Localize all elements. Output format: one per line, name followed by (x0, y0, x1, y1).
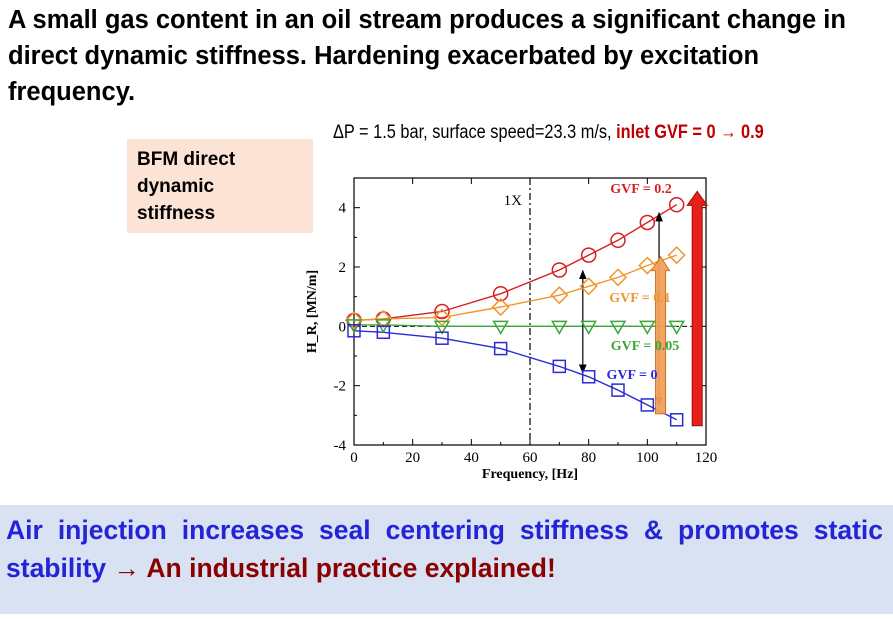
subtitle-highlight: inlet GVF = 0 → 0.9 (616, 122, 764, 143)
series-line (353, 330, 678, 421)
data-point (551, 320, 568, 335)
series-label: GVF = 0.05 (611, 339, 680, 354)
data-point (668, 320, 685, 335)
data-point (344, 311, 364, 330)
data-point (347, 324, 361, 338)
data-point (551, 262, 568, 278)
y-tick-label: 4 (339, 201, 347, 217)
orange-trend-arrow (650, 255, 671, 415)
data-point (640, 398, 655, 412)
series-label: GVF = 0.1 (609, 291, 671, 306)
data-point (434, 303, 450, 320)
series-line (353, 204, 678, 322)
data-point (492, 320, 509, 335)
series-label: GVF = 0 (606, 368, 657, 383)
y-tick-label: 2 (339, 260, 347, 276)
label-box: BFM direct dynamic stiffness (127, 139, 313, 233)
x-tick-label: 120 (695, 450, 718, 466)
data-point (579, 277, 598, 296)
data-point (667, 246, 686, 265)
x-tick-label: 40 (464, 450, 479, 466)
data-point (580, 320, 597, 335)
y-tick-label: -4 (334, 438, 347, 454)
data-point (580, 247, 597, 263)
series-line (353, 254, 677, 322)
label-box-line-1: BFM direct (137, 149, 236, 170)
data-point (639, 320, 656, 335)
x-tick-label: 80 (581, 450, 596, 466)
data-point (638, 256, 657, 275)
data-point (493, 341, 508, 356)
x-tick-label: 20 (405, 450, 420, 466)
data-point (610, 232, 626, 249)
x-tick-label: 60 (523, 450, 538, 466)
chart-subtitle: ΔP = 1.5 bar, surface speed=23.3 m/s, in… (333, 122, 764, 144)
vline-1x-label: 1X (504, 193, 523, 209)
y-axis-label: H_R, [MN/m] (305, 270, 320, 353)
data-point (345, 319, 363, 334)
data-point (376, 325, 391, 340)
label-box-line-2: dynamic (137, 176, 215, 197)
data-point (492, 285, 509, 302)
data-point (581, 370, 596, 384)
data-point (550, 286, 569, 305)
x-axis-label: Frequency, [Hz] (482, 467, 578, 482)
data-point (432, 308, 452, 327)
data-point (609, 320, 627, 335)
footer-blue-text: Air injection increases seal centering s… (6, 515, 883, 583)
stiffness-chart: 0 20 40 60 80 100 120 -4 -2 0 2 4 Frequency, [Hz] H_R… (305, 177, 718, 482)
x-tick-label: 100 (636, 450, 659, 466)
x-tick-label: 0 (350, 450, 358, 466)
data-point (433, 320, 451, 335)
data-point (639, 214, 656, 231)
data-point (611, 383, 625, 397)
footer-arrow: → (113, 553, 141, 583)
red-trend-arrow (686, 190, 709, 427)
data-point (491, 297, 510, 317)
series-line (354, 324, 677, 327)
series-label: GVF = 0.2 (610, 182, 672, 197)
subtitle-conditions: ΔP = 1.5 bar, surface speed=23.3 m/s, (333, 122, 617, 143)
footer-red-text: An industrial practice explained! (140, 553, 556, 583)
y-tick-label: -2 (334, 379, 347, 395)
label-box-line-3: stiffness (137, 203, 216, 224)
data-point (435, 331, 449, 345)
data-point (669, 413, 684, 427)
y-tick-label: 0 (339, 319, 347, 335)
data-point (552, 359, 567, 374)
data-point (668, 196, 685, 213)
footer-banner: Air injection increases seal centering s… (0, 505, 893, 614)
slide-title: A small gas content in an oil stream pro… (8, 6, 846, 106)
data-point (608, 268, 628, 287)
